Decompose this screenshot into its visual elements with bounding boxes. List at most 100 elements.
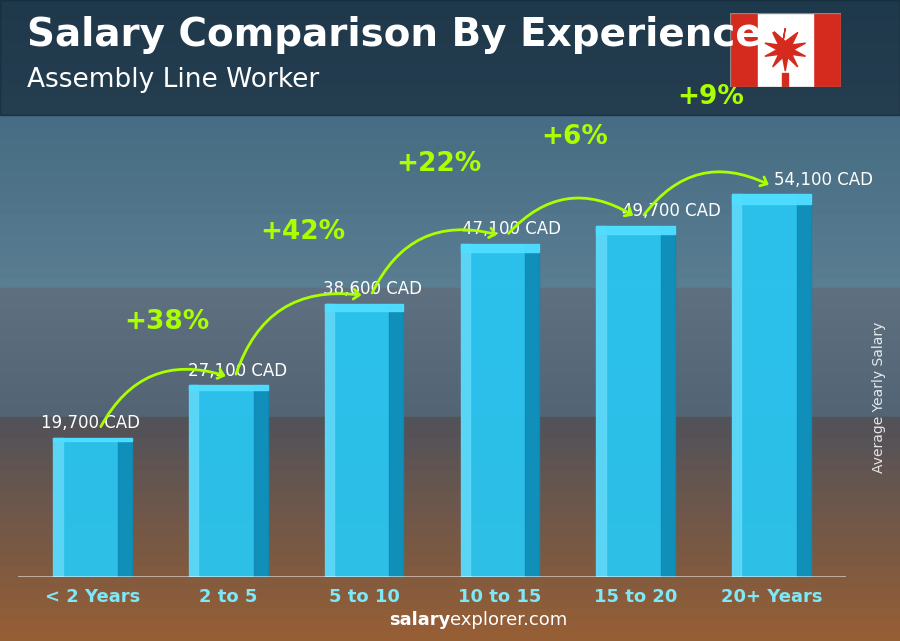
Bar [0, 75, 900, 85]
Text: +38%: +38% [125, 309, 210, 335]
Bar [0, 0, 900, 115]
Bar [525, 244, 539, 577]
Bar [0, 481, 900, 492]
Bar [782, 72, 788, 87]
Bar [0, 620, 900, 630]
Text: 54,100 CAD: 54,100 CAD [774, 171, 873, 188]
Bar [732, 194, 742, 577]
Bar [0, 363, 900, 374]
Bar [0, 385, 900, 395]
Bar [0, 278, 900, 288]
Bar [0, 192, 900, 203]
Bar [0, 374, 900, 385]
Bar [661, 226, 675, 577]
Bar [0, 556, 900, 566]
Bar [813, 13, 841, 87]
Bar [0, 492, 900, 502]
Bar [0, 32, 900, 43]
Bar [0, 288, 900, 299]
Bar [0, 117, 900, 128]
Bar [0, 470, 900, 481]
Bar [0, 310, 900, 320]
Text: +6%: +6% [541, 124, 608, 150]
Text: +42%: +42% [260, 219, 346, 245]
Bar [0, 395, 900, 406]
Bar [0, 256, 900, 267]
Bar [118, 438, 132, 577]
Bar [0, 43, 900, 53]
Bar [53, 438, 132, 577]
Bar [0, 96, 900, 107]
Text: 27,100 CAD: 27,100 CAD [188, 362, 287, 379]
Bar [0, 320, 900, 331]
Bar [596, 226, 606, 577]
Bar [0, 524, 900, 534]
Text: 49,700 CAD: 49,700 CAD [622, 202, 721, 220]
Bar [0, 149, 900, 160]
Bar [0, 107, 900, 117]
Bar [0, 160, 900, 171]
Bar [325, 304, 334, 577]
Bar [461, 244, 470, 577]
Bar [0, 246, 900, 256]
Bar [0, 513, 900, 524]
Bar [0, 85, 900, 96]
Bar [0, 181, 900, 192]
Bar [0, 11, 900, 21]
Bar [0, 406, 900, 417]
Bar [0, 171, 900, 181]
Bar [325, 304, 403, 577]
Text: Assembly Line Worker: Assembly Line Worker [27, 67, 319, 94]
Bar [0, 139, 900, 149]
Bar [0, 53, 900, 64]
Bar [325, 304, 403, 311]
Bar [0, 342, 900, 353]
Bar [0, 267, 900, 278]
Bar [461, 244, 539, 577]
Bar [189, 385, 268, 390]
Bar [0, 213, 900, 224]
Bar [189, 385, 268, 577]
Bar [461, 244, 539, 253]
Bar [189, 385, 199, 577]
Bar [0, 128, 900, 139]
Bar [0, 598, 900, 609]
Bar [0, 428, 900, 438]
Bar [254, 385, 268, 577]
Text: 19,700 CAD: 19,700 CAD [41, 414, 140, 432]
Bar [0, 588, 900, 598]
Text: Average Yearly Salary: Average Yearly Salary [872, 322, 886, 473]
Bar [0, 417, 900, 428]
Bar [730, 13, 758, 87]
Bar [0, 0, 900, 11]
Text: 47,100 CAD: 47,100 CAD [462, 221, 561, 238]
Bar [0, 577, 900, 588]
Bar [0, 502, 900, 513]
Text: Salary Comparison By Experience: Salary Comparison By Experience [27, 16, 761, 54]
Bar [0, 299, 900, 310]
Bar [0, 438, 900, 449]
Bar [0, 449, 900, 460]
Bar [758, 13, 813, 87]
Bar [796, 194, 811, 577]
Bar [0, 545, 900, 556]
Text: salary: salary [389, 612, 450, 629]
Bar [732, 194, 811, 577]
Bar [0, 21, 900, 32]
Bar [596, 226, 675, 577]
Polygon shape [765, 28, 806, 71]
Bar [53, 438, 132, 441]
Bar [0, 630, 900, 641]
Bar [0, 609, 900, 620]
Bar [0, 203, 900, 213]
Text: 38,600 CAD: 38,600 CAD [323, 280, 422, 298]
Bar [0, 566, 900, 577]
Bar [0, 331, 900, 342]
Bar [0, 224, 900, 235]
Bar [0, 64, 900, 75]
Text: explorer.com: explorer.com [450, 612, 567, 629]
Bar [0, 235, 900, 246]
Text: +9%: +9% [677, 84, 743, 110]
Bar [0, 460, 900, 470]
Bar [53, 438, 63, 577]
